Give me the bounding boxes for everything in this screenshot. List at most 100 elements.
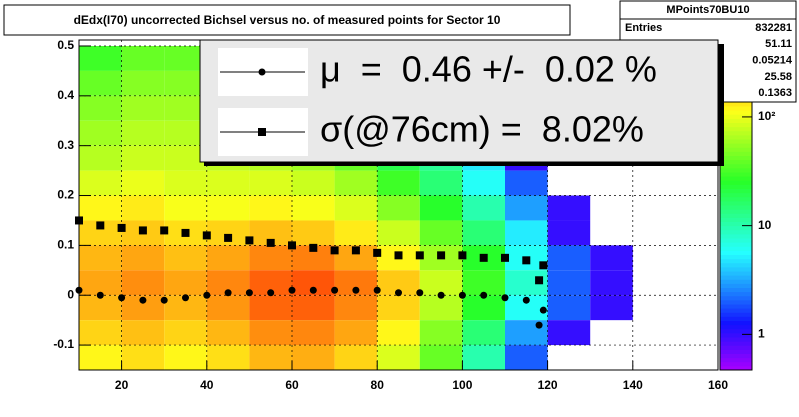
palette-step [720,308,752,313]
palette-step [720,167,752,173]
cell [121,95,165,121]
palette-step [720,266,752,272]
cell [547,295,591,321]
palette-step [720,320,752,326]
palette-step [720,304,752,309]
profile-point [416,289,424,297]
palette-step [720,328,752,334]
cell [462,170,505,196]
palette-step [720,341,752,346]
palette-step [720,312,752,317]
palette-step [720,254,752,260]
cell [334,295,378,321]
profile-point [501,253,509,262]
palette-step [720,225,752,231]
palette-step [720,192,752,198]
cell [121,345,165,370]
profile-point [309,243,318,252]
cell [121,145,165,171]
palette-step [720,246,752,251]
palette-step [720,291,752,297]
profile-point [535,276,544,285]
profile-point [182,294,189,302]
cell [419,220,463,246]
cell [462,220,505,246]
profile-point [245,236,254,245]
y-tick-label: 0.2 [57,188,74,202]
cell [79,45,122,71]
profile-point [309,286,317,294]
cell [334,195,378,221]
palette-step [720,349,752,354]
palette-step [720,238,752,243]
palette-step [720,188,752,194]
x-tick-label: 80 [371,378,385,392]
profile-point [203,291,211,299]
title-box [3,4,571,36]
palette-step [720,130,752,136]
y-tick-label: 0 [67,287,74,301]
cell [377,320,420,346]
cell [377,195,420,221]
palette-step [720,101,752,107]
cell [547,270,591,296]
cell [164,270,207,296]
cell [419,195,463,221]
palette-step [720,180,752,185]
cell [164,170,207,196]
cell [121,270,165,296]
palette-step [720,139,752,144]
x-tick-label: 20 [115,378,129,392]
cell [334,170,378,196]
palette-step [720,250,752,255]
profile-point [437,251,446,260]
stats-value: 0.1363 [758,87,792,99]
palette-step [720,324,752,330]
cell [547,320,591,346]
palette-step [720,287,752,293]
profile-point [395,289,402,297]
y-tick-label: 0.1 [57,238,74,252]
cell [505,170,548,196]
cell [292,220,335,246]
palette-step [720,295,752,301]
palette-step [720,134,752,140]
profile-point [202,231,211,240]
cell [419,170,463,196]
cell [462,345,505,370]
profile-point [351,246,360,255]
cell [206,245,250,271]
profile-point [522,296,530,304]
cell [462,270,505,296]
cell [121,170,165,196]
profile-point [96,221,105,230]
palette-step [720,159,752,165]
cell [292,320,335,346]
y-tick-label: 0.5 [57,38,74,52]
palette-step [720,316,752,321]
palette-step [720,217,752,222]
x-tick-label: 120 [538,378,558,392]
cell [79,245,122,271]
cell [79,70,122,96]
cell [505,195,548,221]
profile-point [138,226,147,235]
cell [79,145,122,171]
palette-step [720,332,752,338]
stats-value: 832281 [755,22,792,34]
profile-point [373,248,382,257]
legend-label: μ = 0.46 +/- 0.02 % [320,49,657,90]
cell [292,345,335,370]
cell [249,345,292,370]
palette-step [720,279,752,284]
palette-step [720,275,752,280]
cell [164,245,207,271]
cell [547,245,591,271]
cell [79,345,122,370]
palette-step [720,357,752,363]
cell [462,295,505,321]
profile-point [96,291,104,299]
palette-step [720,271,752,276]
y-tick-label: 0.3 [57,138,74,152]
